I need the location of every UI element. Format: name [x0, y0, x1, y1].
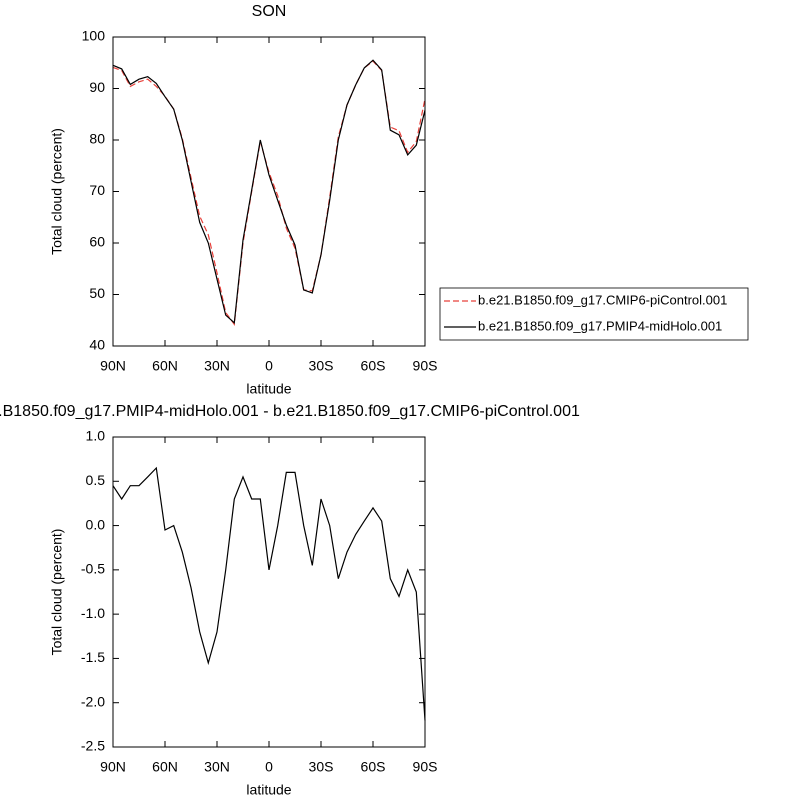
y-tick-label: 1.0 [86, 428, 106, 444]
x-tick-label: 60S [361, 358, 386, 374]
y-tick-label: -1.5 [81, 649, 105, 665]
legend-label: b.e21.B1850.f09_g17.PMIP4-midHolo.001 [478, 318, 722, 333]
chart-title: SON [252, 3, 287, 20]
y-axis-label: Total cloud (percent) [49, 128, 65, 255]
x-tick-label: 0 [265, 759, 273, 775]
y-tick-label: 90 [89, 79, 105, 95]
x-tick-label: 60N [152, 759, 178, 775]
y-tick-label: 70 [89, 182, 105, 198]
y-tick-label: 60 [89, 234, 105, 250]
chart-title: b.e21.B1850.f09_g17.PMIP4-midHolo.001 - … [0, 403, 580, 420]
x-tick-label: 90N [100, 759, 126, 775]
x-axis-label: latitude [246, 381, 291, 397]
data-line [112, 59, 426, 325]
y-tick-label: 0.5 [86, 472, 106, 488]
plot-frame [112, 436, 426, 748]
x-tick-label: 90N [100, 358, 126, 374]
y-tick-label: 100 [82, 28, 106, 44]
y-axis-label: Total cloud (percent) [49, 529, 65, 656]
y-tick-label: -2.0 [81, 693, 105, 709]
x-tick-label: 30S [309, 358, 334, 374]
x-tick-label: 0 [265, 358, 273, 374]
y-tick-label: 0.0 [86, 516, 106, 532]
legend-label: b.e21.B1850.f09_g17.CMIP6-piControl.001 [478, 292, 727, 307]
y-tick-label: -2.5 [81, 738, 105, 754]
x-tick-label: 90S [413, 759, 438, 775]
y-tick-label: -1.0 [81, 605, 105, 621]
plot-frame [112, 36, 426, 347]
data-line [112, 60, 426, 327]
x-tick-label: 30N [204, 759, 230, 775]
y-tick-label: -0.5 [81, 561, 105, 577]
data-line [112, 466, 426, 721]
x-tick-label: 90S [413, 358, 438, 374]
y-tick-label: 80 [89, 131, 105, 147]
legend-box [439, 287, 749, 341]
x-tick-label: 30N [204, 358, 230, 374]
x-tick-label: 60N [152, 358, 178, 374]
y-tick-label: 50 [89, 285, 105, 301]
x-tick-label: 30S [309, 759, 334, 775]
x-tick-label: 60S [361, 759, 386, 775]
x-axis-label: latitude [246, 782, 291, 798]
y-tick-label: 40 [89, 337, 105, 353]
